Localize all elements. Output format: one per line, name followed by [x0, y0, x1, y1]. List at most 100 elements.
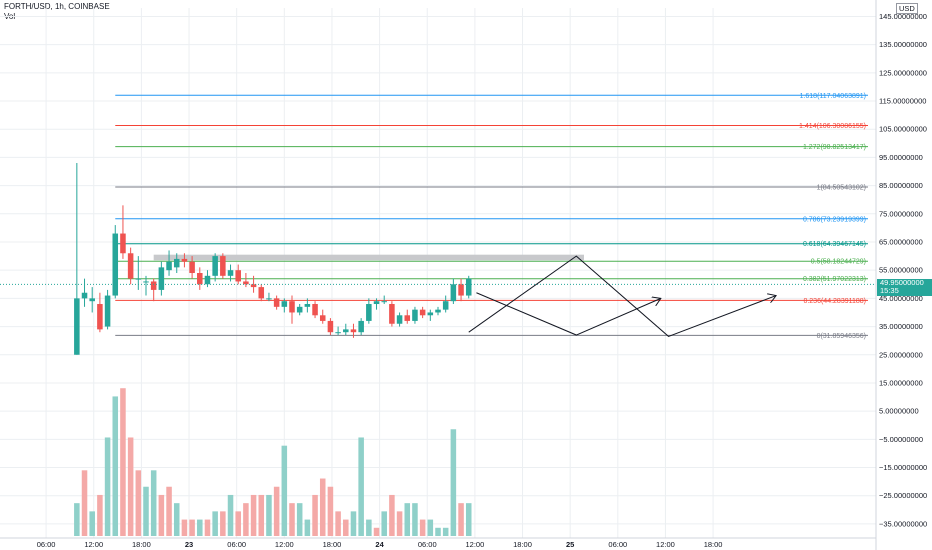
volume-bar [312, 494, 318, 536]
volume-bar [158, 494, 165, 536]
candle-body [173, 258, 180, 268]
projection-path [476, 292, 660, 336]
candle-body [427, 312, 434, 316]
candle-body [89, 298, 95, 302]
volume-bar [419, 519, 426, 536]
volume-bar [166, 486, 172, 536]
candle-body [158, 267, 165, 290]
price-tick-label: 45.00000000 [879, 294, 923, 303]
candle-body [396, 315, 403, 324]
volume-bar [250, 494, 257, 536]
price-tick-label: 125.00000000 [879, 68, 927, 77]
projection-path [468, 255, 776, 338]
volume-bar [127, 437, 134, 536]
candle-body [366, 304, 372, 321]
time-tick-label: 06:00 [37, 540, 56, 549]
candle-body [273, 298, 280, 307]
volume-bar [350, 511, 357, 536]
candle-body [304, 304, 311, 307]
volume-bar [381, 511, 387, 536]
price-tick-label: 25.00000000 [879, 350, 923, 359]
price-tick-label: 5.00000000 [879, 407, 919, 416]
volume-bar [235, 511, 241, 536]
volume-bar [335, 511, 341, 536]
candle-body [389, 304, 395, 324]
candle-body [135, 278, 142, 280]
price-tick-label: −15.00000000 [879, 463, 927, 472]
time-tick-label: 18:00 [323, 540, 342, 549]
volume-bar [97, 494, 103, 536]
price-tick-label: 105.00000000 [879, 125, 927, 134]
volume-bar [204, 519, 211, 536]
volume-bar [220, 511, 226, 536]
volume-bar [135, 470, 142, 536]
currency-badge[interactable]: USD [896, 3, 918, 14]
candle-body [104, 295, 111, 327]
last-price-value: 49.95000000 [880, 278, 924, 287]
candle-body [258, 287, 265, 299]
candle-body [450, 284, 457, 302]
volume-bar [120, 388, 126, 536]
candle-body [373, 301, 380, 305]
volume-bar [212, 511, 218, 536]
price-tick-label: 145.00000000 [879, 12, 927, 21]
time-tick-label: 12:00 [656, 540, 675, 549]
volume-bar [427, 519, 434, 536]
volume-bar [143, 486, 149, 536]
price-tick-label: 135.00000000 [879, 40, 927, 49]
volume-bar [197, 519, 203, 536]
candle-body [335, 332, 341, 334]
volume-bar [243, 503, 249, 536]
candle-body [220, 256, 226, 276]
price-tick-label: 85.00000000 [879, 181, 923, 190]
candle-body [197, 273, 203, 285]
volume-bar [74, 503, 80, 536]
volume-bar [266, 494, 272, 536]
volume-bar [281, 445, 288, 536]
volume-bar [396, 511, 403, 536]
volume-bar [189, 519, 195, 536]
time-tick-label: 12:00 [84, 540, 103, 549]
volume-bar [442, 527, 449, 536]
candle-body [442, 301, 449, 310]
volume-bar [450, 429, 457, 536]
price-tick-label: −35.00000000 [879, 519, 927, 528]
fib-level-label: 0.786(73.23919399) [803, 216, 866, 223]
volume-bar [404, 503, 411, 536]
time-tick-label: 18:00 [704, 540, 723, 549]
candle-body [343, 329, 349, 333]
volume-bar [227, 494, 234, 536]
price-tick-label: −25.00000000 [879, 491, 927, 500]
volume-bar [289, 503, 295, 536]
fib-level-label: 0.382(51.97022313) [803, 276, 866, 283]
fib-level-label: 1.272(98.82513417) [803, 144, 866, 151]
resistance-zone [153, 254, 584, 261]
volume-bar [358, 437, 364, 536]
volume-bar [412, 503, 418, 536]
candle-body [97, 304, 103, 330]
volume-bar [389, 494, 395, 536]
candle-body [319, 315, 326, 321]
candle-body [412, 309, 418, 321]
time-tick-label: 25 [566, 540, 574, 549]
time-tick-label: 12:00 [465, 540, 484, 549]
fib-level-label: 0.236(44.28391188) [803, 298, 866, 305]
volume-bars [74, 388, 472, 536]
fibonacci-retracement: 1.618(117.04063891) 1.414(106.30086155) 1.… [115, 93, 868, 340]
fib-level-label: 0.5(58.18244729) [811, 259, 866, 266]
volume-bar [296, 503, 303, 536]
volume-bar [112, 396, 119, 536]
candle-body [181, 258, 188, 262]
time-tick-label: 06:00 [418, 540, 437, 549]
fib-level-label: 1.618(117.04063891) [800, 93, 866, 100]
volume-bar [104, 437, 111, 536]
volume-bar [458, 503, 464, 536]
volume-bar [173, 503, 180, 536]
volume-bar [273, 486, 280, 536]
candle-body [112, 233, 119, 296]
candle-body [404, 315, 411, 321]
volume-bar [319, 478, 326, 536]
bar-countdown: 15:35 [880, 286, 899, 295]
candle-body [435, 309, 441, 313]
